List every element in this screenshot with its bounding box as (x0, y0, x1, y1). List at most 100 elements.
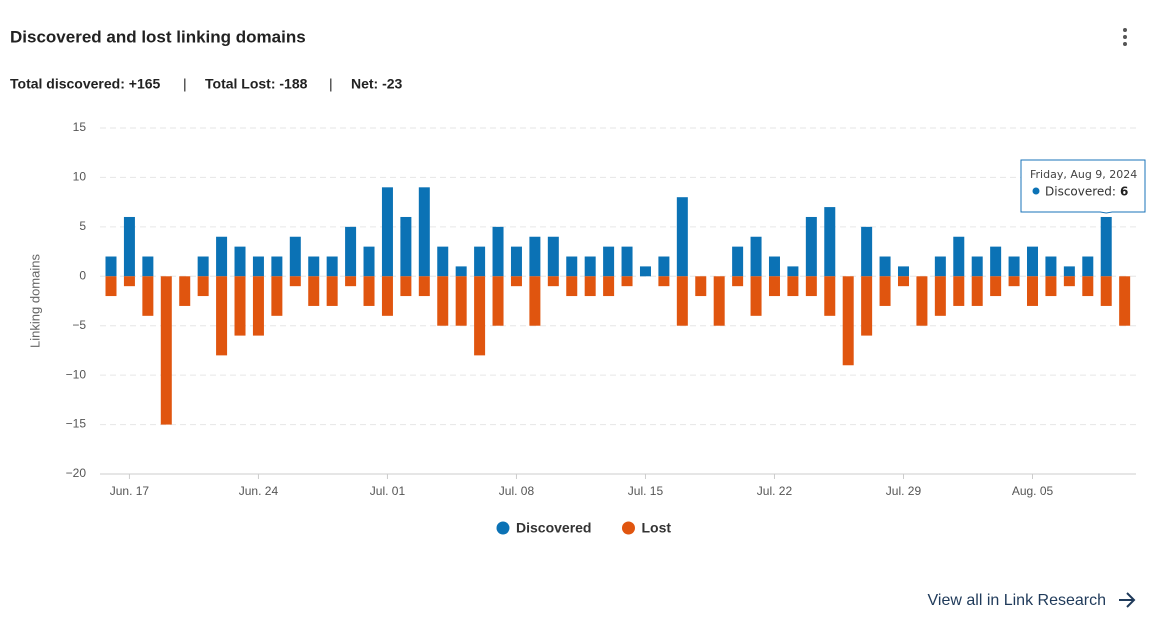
bar (842, 276, 854, 366)
bar (234, 276, 246, 336)
legend-label: Discovered (516, 520, 591, 536)
bar (308, 276, 320, 306)
bar (824, 276, 836, 316)
bar (160, 276, 172, 425)
bar (658, 276, 670, 287)
bar (916, 276, 928, 326)
bar (621, 246, 633, 277)
bar (123, 216, 135, 277)
bar (990, 246, 1002, 277)
y-tick-label: −15 (66, 417, 87, 431)
bar (695, 276, 707, 297)
bar (510, 276, 522, 287)
bar (566, 276, 578, 297)
bar (381, 187, 393, 277)
bar (732, 276, 744, 287)
y-tick-label: 15 (73, 120, 87, 134)
bar (1119, 276, 1131, 326)
bar (897, 276, 909, 287)
bar (768, 256, 780, 277)
bar (787, 276, 799, 297)
bar (1063, 266, 1075, 277)
bar (676, 197, 688, 277)
bar (455, 266, 467, 277)
bar (732, 246, 744, 277)
bar (1008, 256, 1020, 277)
chart-title: Discovered and lost linking domains (10, 27, 306, 46)
bar (363, 246, 375, 277)
bar (584, 256, 596, 277)
bar (897, 266, 909, 277)
link-arrow[interactable] (1119, 592, 1136, 608)
bar (861, 276, 873, 336)
bar (142, 256, 154, 277)
bar (400, 276, 412, 297)
bar (879, 256, 891, 277)
x-tick-label: Jul. 01 (370, 484, 406, 498)
bar (1045, 276, 1057, 297)
y-tick-label: −5 (72, 318, 86, 332)
bar (492, 226, 504, 277)
tooltip: Friday, Aug 9, 2024 Discovered: 6 (1020, 159, 1146, 214)
bar (197, 276, 209, 297)
bar (197, 256, 209, 277)
bar (547, 276, 559, 287)
bar (326, 256, 338, 277)
bar (234, 246, 246, 277)
tooltip-label: Discovered: (1045, 185, 1116, 199)
y-tick-label: 0 (79, 268, 86, 282)
bar (547, 236, 559, 277)
bar (1100, 216, 1112, 277)
bar (252, 256, 264, 277)
bar (252, 276, 264, 336)
link[interactable]: View all in Link Research (928, 592, 1106, 609)
x-tick-label: Jun. 17 (110, 484, 150, 498)
x-tick-label: Jun. 24 (239, 484, 279, 498)
bar (953, 236, 965, 277)
bar (326, 276, 338, 306)
bar (437, 276, 449, 326)
bar (1045, 256, 1057, 277)
bar (934, 256, 946, 277)
bar (713, 276, 725, 326)
bar (400, 216, 412, 277)
bar (418, 276, 430, 297)
menu-dot[interactable] (1123, 35, 1127, 39)
bar (418, 187, 430, 277)
bar (1027, 246, 1038, 277)
bar (179, 276, 191, 306)
legend-marker (621, 521, 635, 535)
bar (676, 276, 688, 326)
bar (603, 246, 615, 277)
bar (345, 276, 357, 287)
tooltip-value: 6 (1120, 185, 1128, 199)
summary-discovered: Total discovered: +165 (10, 76, 161, 92)
bar (510, 246, 522, 277)
separator: | (183, 76, 187, 92)
bar (1063, 276, 1075, 287)
legend-label: Lost (641, 520, 671, 536)
bar (492, 276, 504, 326)
menu-dot[interactable] (1123, 42, 1127, 46)
bar (861, 226, 873, 277)
summary-net: Net: -23 (351, 76, 403, 92)
bar (768, 276, 780, 297)
bar (805, 276, 817, 297)
x-tick-label: Jul. 08 (499, 484, 535, 498)
menu-dot[interactable] (1123, 28, 1127, 32)
bar (271, 276, 283, 316)
bar (750, 236, 762, 277)
bar (216, 236, 228, 277)
bar (639, 266, 651, 277)
y-tick-label: −10 (66, 367, 87, 381)
y-tick-label: −20 (66, 466, 87, 480)
bar (474, 276, 486, 356)
bar (934, 276, 946, 316)
bar (566, 256, 578, 277)
bar (529, 236, 541, 277)
bar (123, 276, 135, 287)
tooltip-date: Friday, Aug 9, 2024 (1030, 168, 1137, 181)
x-tick-label: Jul. 15 (628, 484, 664, 498)
x-tick-label: Jul. 22 (757, 484, 793, 498)
